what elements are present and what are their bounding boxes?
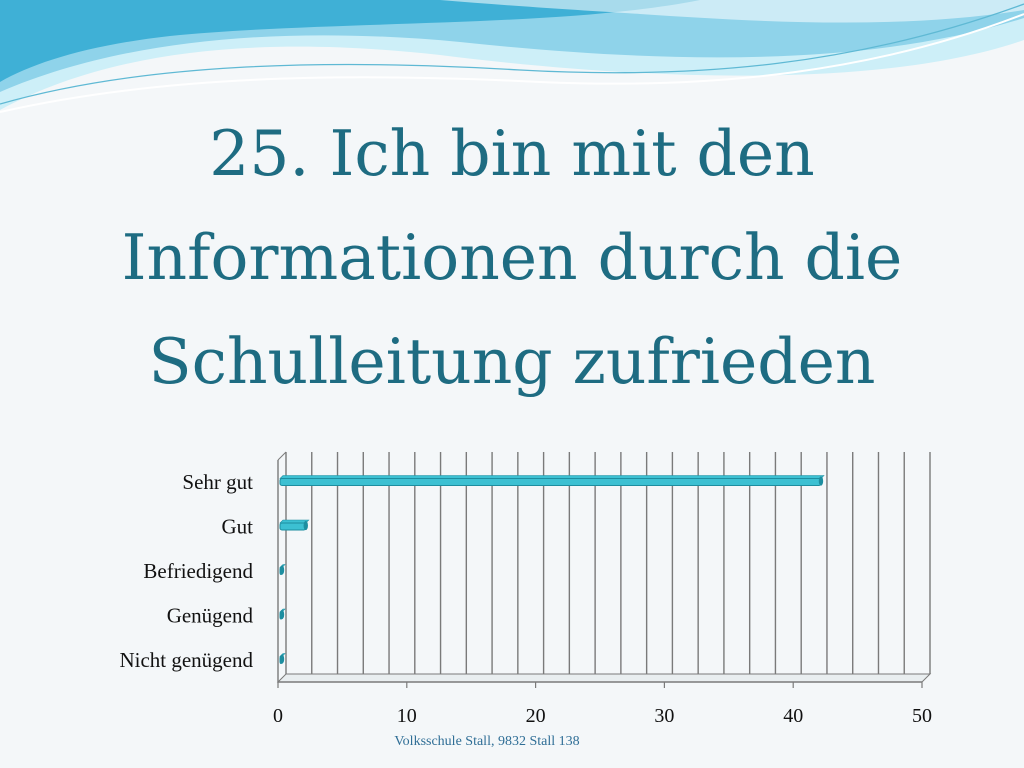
bar-end-cap <box>279 654 285 664</box>
category-label: Genügend <box>167 604 254 628</box>
bar <box>279 608 286 620</box>
category-label: Sehr gut <box>182 470 253 494</box>
x-tick-label: 10 <box>397 705 417 727</box>
bar <box>279 653 286 664</box>
chart-axes <box>276 451 932 688</box>
bar-end-cap <box>279 609 285 620</box>
x-tick-label: 30 <box>654 705 674 727</box>
x-tick-label: 40 <box>783 705 803 727</box>
x-tick-label: 50 <box>912 705 932 727</box>
category-label: Befriedigend <box>143 559 253 583</box>
category-label: Nicht genügend <box>119 648 253 672</box>
x-tick-labels: 0 10 20 30 40 50 <box>273 705 932 727</box>
chart-bars <box>279 475 825 664</box>
y-axis-depth-line <box>277 451 287 461</box>
title-line-1: 25. Ich bin mit den <box>209 117 815 190</box>
bar-end-cap <box>279 565 285 575</box>
bar <box>279 475 825 486</box>
bar-end-cap <box>818 476 824 486</box>
bar-front-face <box>279 522 307 531</box>
bar-end-cap <box>303 520 308 531</box>
x-tick-label: 0 <box>273 705 283 727</box>
title-line-2: Informationen durch die <box>121 221 903 294</box>
bar-front-face <box>279 478 822 486</box>
chart-floor <box>276 673 932 683</box>
bar <box>279 519 310 531</box>
category-label: Gut <box>222 515 254 539</box>
chart-gridlines <box>285 452 931 674</box>
x-tick-label: 20 <box>526 705 546 727</box>
footer-text: Volksschule Stall, 9832 Stall 138 <box>394 734 580 749</box>
bar-chart: Sehr gut Gut Befriedigend Genügend Nicht gen… <box>119 451 932 727</box>
category-labels: Sehr gut Gut Befriedigend Genügend Nicht gen… <box>119 470 253 672</box>
slide-title: 25. Ich bin mit den Informationen durch … <box>40 102 984 414</box>
title-line-3: Schulleitung zufrieden <box>148 325 876 398</box>
header-wave-decoration <box>0 0 1024 113</box>
bar <box>279 564 286 575</box>
